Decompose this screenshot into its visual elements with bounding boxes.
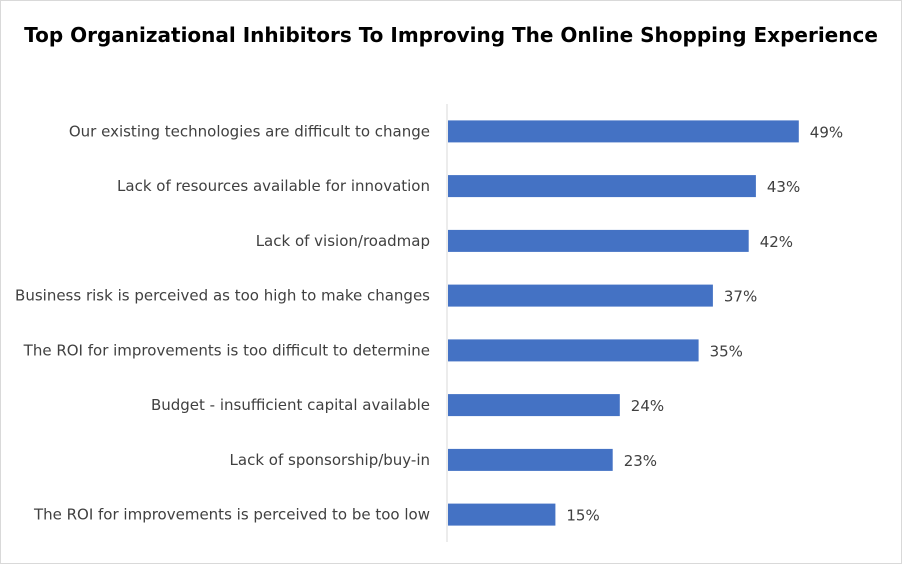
category-label-3: Lack of vision/roadmap (256, 232, 430, 250)
bar-8 (448, 503, 556, 526)
category-label-2: Lack of resources available for innovati… (117, 177, 430, 195)
value-label-4: 37% (724, 288, 757, 306)
value-label-group: 49% 43% 42% 37% 35% 24% 23% 15% (566, 123, 843, 524)
bar-7 (448, 448, 613, 471)
bar-2 (448, 175, 756, 198)
value-label-1: 49% (810, 123, 843, 141)
chart-title: Top Organizational Inhibitors To Improvi… (24, 23, 878, 47)
category-label-8: The ROI for improvements is perceived to… (33, 506, 430, 524)
bar-4 (448, 284, 713, 307)
category-label-5: The ROI for improvements is too difficul… (23, 341, 430, 359)
bar-3 (448, 229, 749, 252)
category-label-7: Lack of sponsorship/buy-in (230, 451, 430, 469)
category-label-6: Budget - insufficient capital available (151, 396, 430, 414)
bar-group (448, 120, 799, 526)
bar-5 (448, 339, 699, 362)
value-label-8: 15% (566, 507, 599, 525)
category-label-group: Our existing technologies are difficult … (15, 122, 430, 523)
category-label-4: Business risk is perceived as too high t… (15, 287, 430, 305)
bar-1 (448, 120, 799, 143)
value-label-5: 35% (710, 342, 743, 360)
bar-6 (448, 394, 620, 417)
value-label-7: 23% (624, 452, 657, 470)
value-label-3: 42% (760, 233, 793, 251)
category-label-1: Our existing technologies are difficult … (69, 122, 430, 140)
value-label-6: 24% (631, 397, 664, 415)
value-label-2: 43% (767, 178, 800, 196)
